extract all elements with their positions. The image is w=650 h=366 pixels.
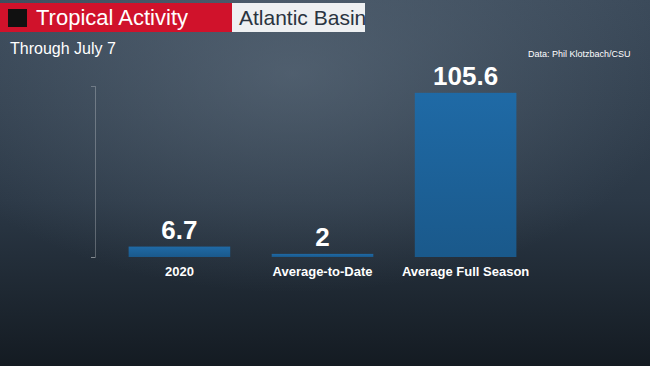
data-labels: 6.7 2 105.6 (161, 61, 498, 252)
data-label: 6.7 (161, 215, 197, 245)
title: Tropical Activity (36, 5, 188, 30)
source: Data: Phil Klotzbach/CSU (528, 49, 631, 59)
background-glow (0, 0, 650, 366)
bar (129, 247, 231, 257)
data-label: 2 (315, 222, 329, 252)
y-axis-line (91, 87, 96, 258)
x-tick: 2020 (165, 257, 194, 279)
bars (129, 93, 517, 257)
logo-icon (8, 9, 27, 27)
bar (272, 254, 374, 257)
title-box (0, 3, 232, 32)
x-axis: 2020 Average-to-Date Average Full Season (165, 257, 529, 279)
y-axis (91, 87, 96, 258)
annotation: Atlantic Basin (239, 6, 366, 29)
background (0, 0, 650, 366)
data-label: 105.6 (433, 61, 498, 91)
chart: Tropical Activity Atlantic Basin Through J… (0, 0, 650, 366)
x-tick-label: 2020 (165, 264, 194, 279)
y-tick-mark (91, 257, 95, 258)
x-tick: Average-to-Date (273, 257, 373, 279)
x-tick: Average Full Season (402, 257, 529, 279)
y-tick (91, 257, 95, 258)
x-tick-label: Average Full Season (402, 264, 529, 279)
x-tick-label: Average-to-Date (273, 264, 373, 279)
subtitle: Through July 7 (10, 40, 116, 57)
bar (415, 93, 517, 257)
